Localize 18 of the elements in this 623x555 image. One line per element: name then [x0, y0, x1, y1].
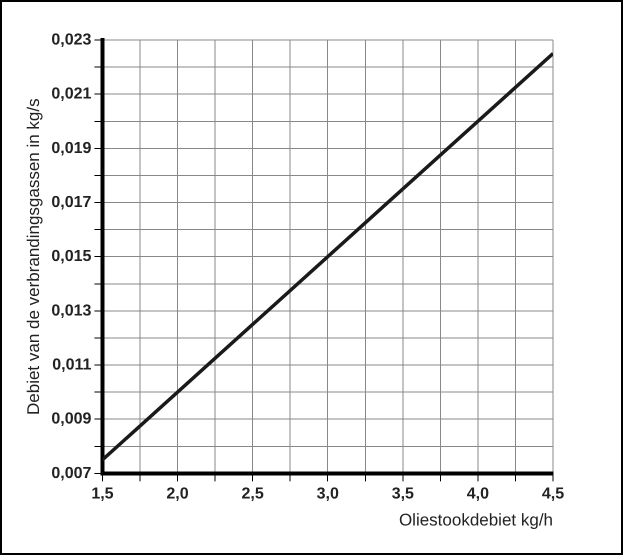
y-tick-label: 0,023: [51, 31, 92, 48]
x-axis-title: Oliestookdebiet kg/h: [398, 510, 553, 530]
y-tick-label: 0,011: [52, 356, 92, 374]
x-tick-label: 4,0: [466, 485, 490, 502]
y-tick-label: 0,017: [51, 194, 92, 211]
y-tick-label: 0,007: [51, 464, 92, 482]
y-tick-label: 0,009: [51, 410, 92, 428]
x-tick-label: 1,5: [91, 485, 114, 502]
x-tick-label: 2,0: [166, 485, 189, 502]
x-tick-label: 2,5: [242, 485, 264, 502]
y-axis-title: Debiet van de verbrandingsgassen in kg/s: [24, 98, 43, 415]
y-tick-label: 0,015: [51, 248, 92, 266]
x-tick-label: 4,5: [542, 485, 564, 502]
y-tick-label: 0,019: [51, 140, 92, 157]
y-tick-label: 0,021: [51, 86, 92, 103]
x-tick-label: 3,0: [316, 485, 339, 502]
y-tick-label: 0,013: [51, 302, 92, 320]
x-tick-label: 3,5: [392, 485, 414, 502]
